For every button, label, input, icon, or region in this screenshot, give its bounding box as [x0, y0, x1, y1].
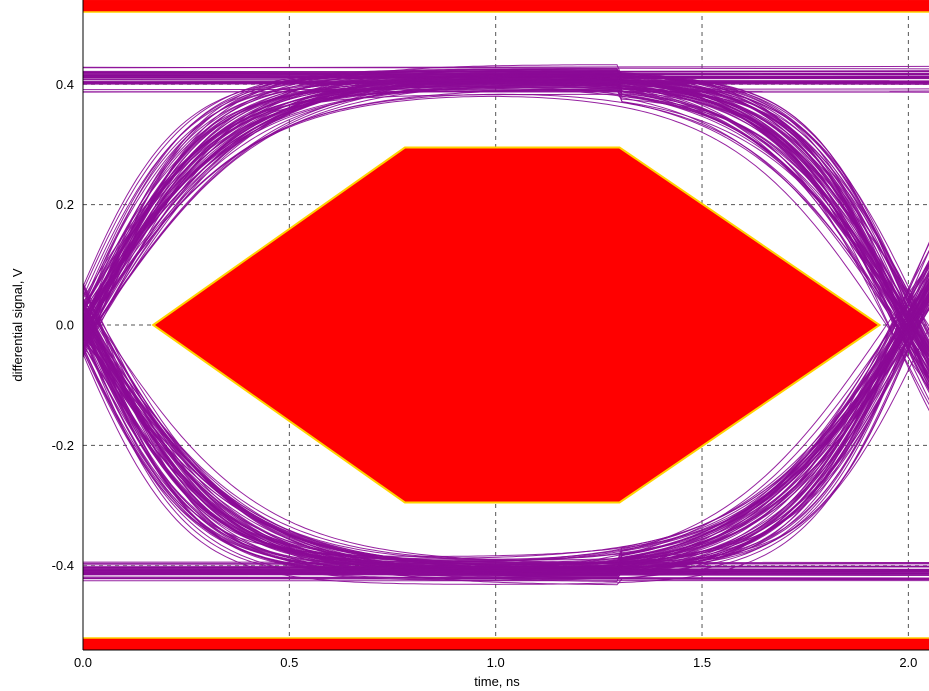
- signal-trace: [83, 84, 929, 401]
- x-tick-label: 1.0: [487, 655, 505, 670]
- signal-trace: [83, 82, 929, 375]
- signal-trace: [83, 273, 929, 567]
- y-tick-label: -0.2: [52, 438, 74, 453]
- x-tick-label: 2.0: [899, 655, 917, 670]
- signal-trace: [83, 264, 929, 562]
- eye-mask-lower-bar: [83, 637, 929, 650]
- signal-trace: [83, 263, 929, 573]
- tick-labels: 0.0 0.5 1.0 1.5 2.0 0.4 0.2 0.0 -0.2 -0.4: [52, 77, 918, 670]
- signal-trace: [83, 68, 929, 361]
- signal-traces: [83, 64, 929, 586]
- signal-trace: [83, 260, 929, 569]
- y-axis-label: differential signal, V: [10, 268, 25, 382]
- x-tick-label: 1.5: [693, 655, 711, 670]
- signal-trace: [83, 326, 929, 581]
- signal-trace: [83, 283, 929, 579]
- eye-mask-upper-bar: [83, 0, 929, 13]
- eye-mask: [83, 0, 929, 650]
- signal-trace: [83, 78, 929, 352]
- y-tick-label: 0.4: [56, 77, 74, 92]
- signal-trace: [83, 292, 929, 557]
- y-tick-label: -0.4: [52, 558, 74, 573]
- signal-trace: [83, 279, 929, 569]
- signal-trace: [83, 262, 929, 578]
- signal-trace: [83, 283, 929, 570]
- y-tick-label: 0.2: [56, 197, 74, 212]
- signal-trace: [83, 80, 929, 353]
- x-axis-label: time, ns: [474, 674, 520, 689]
- signal-trace: [83, 68, 929, 363]
- x-tick-label: 0.5: [280, 655, 298, 670]
- signal-trace: [83, 298, 929, 585]
- signal-trace: [83, 95, 929, 389]
- y-tick-label: 0.0: [56, 318, 74, 333]
- signal-trace: [83, 72, 929, 346]
- x-tick-label: 0.0: [74, 655, 92, 670]
- signal-trace: [83, 65, 929, 69]
- signal-trace: [83, 297, 929, 563]
- signal-trace: [83, 81, 929, 412]
- signal-trace: [83, 86, 929, 371]
- signal-trace: [83, 90, 929, 93]
- eye-mask-center: [151, 146, 882, 504]
- signal-trace: [83, 80, 929, 349]
